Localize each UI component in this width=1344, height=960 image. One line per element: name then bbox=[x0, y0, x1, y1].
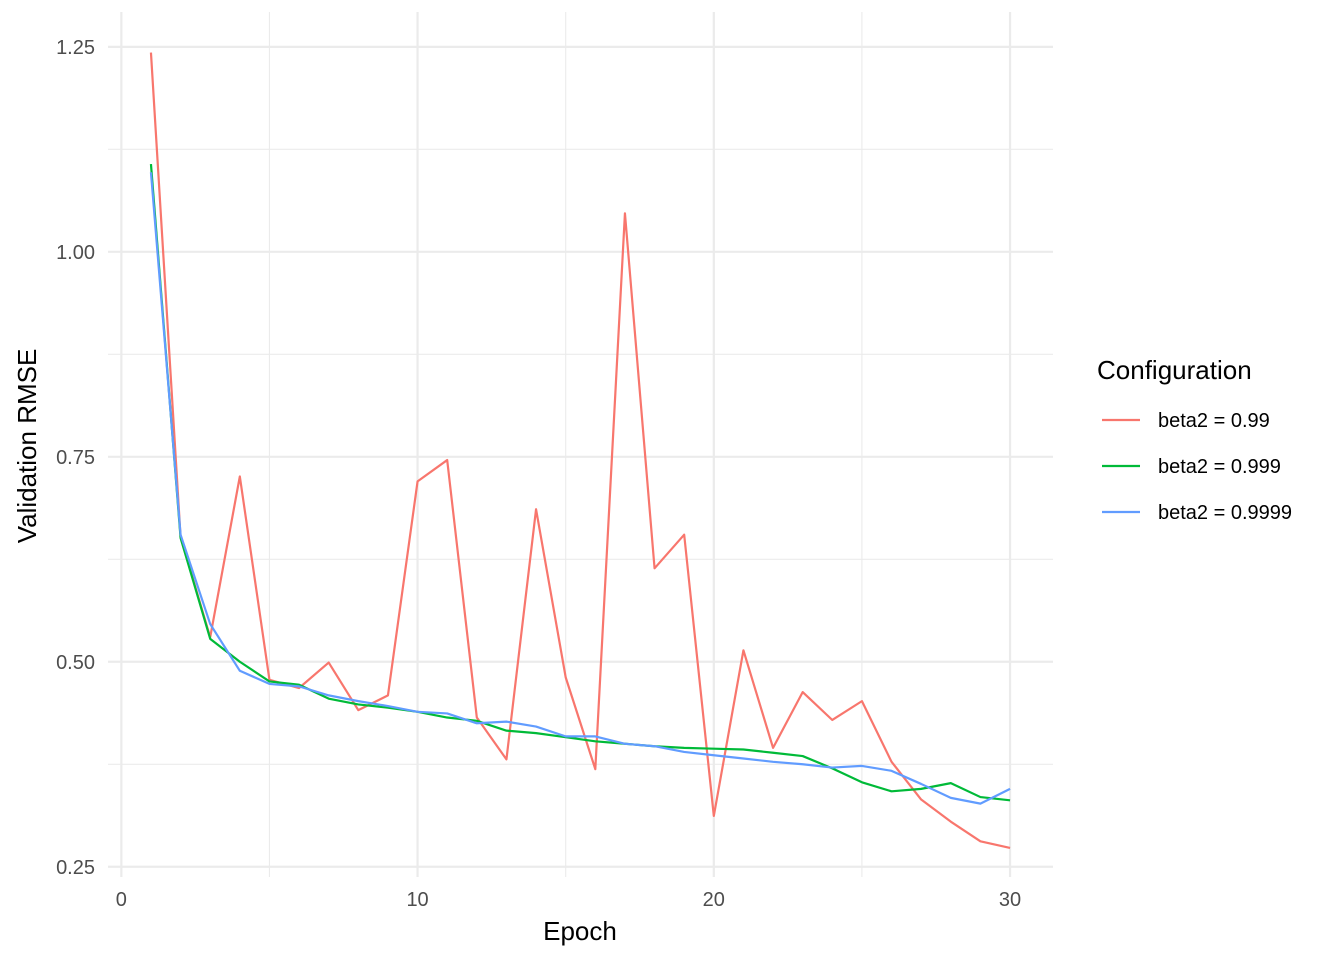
y-tick-label: 0.25 bbox=[56, 857, 95, 879]
legend-title: Configuration bbox=[1097, 355, 1252, 385]
y-tick-label: 1.25 bbox=[56, 37, 95, 59]
legend-label-1: beta2 = 0.99 bbox=[1158, 410, 1270, 432]
major-gridlines bbox=[108, 12, 1053, 877]
legend-label-3: beta2 = 0.9999 bbox=[1158, 502, 1292, 524]
x-tick-label: 0 bbox=[116, 889, 127, 911]
y-tick-label: 0.50 bbox=[56, 652, 95, 674]
x-tick-label: 10 bbox=[406, 889, 428, 911]
series-line-3 bbox=[149, 172, 1011, 805]
series-line-2 bbox=[149, 164, 1011, 802]
y-axis-tick-labels: 0.25 0.50 0.75 1.00 1.25 bbox=[56, 37, 95, 879]
x-axis-tick-labels: 0 10 20 30 bbox=[116, 889, 1021, 911]
minor-gridlines bbox=[108, 12, 1053, 877]
series-lines bbox=[149, 52, 1011, 849]
x-axis-title: Epoch bbox=[543, 916, 617, 946]
legend-label-2: beta2 = 0.999 bbox=[1158, 456, 1281, 478]
y-axis-title: Validation RMSE bbox=[12, 349, 42, 544]
series-line-1 bbox=[149, 52, 1011, 849]
legend: Configuration beta2 = 0.99 beta2 = 0.999 b… bbox=[1097, 355, 1292, 524]
x-tick-label: 30 bbox=[999, 889, 1021, 911]
x-tick-label: 20 bbox=[703, 889, 725, 911]
y-tick-label: 0.75 bbox=[56, 447, 95, 469]
y-tick-label: 1.00 bbox=[56, 242, 95, 264]
